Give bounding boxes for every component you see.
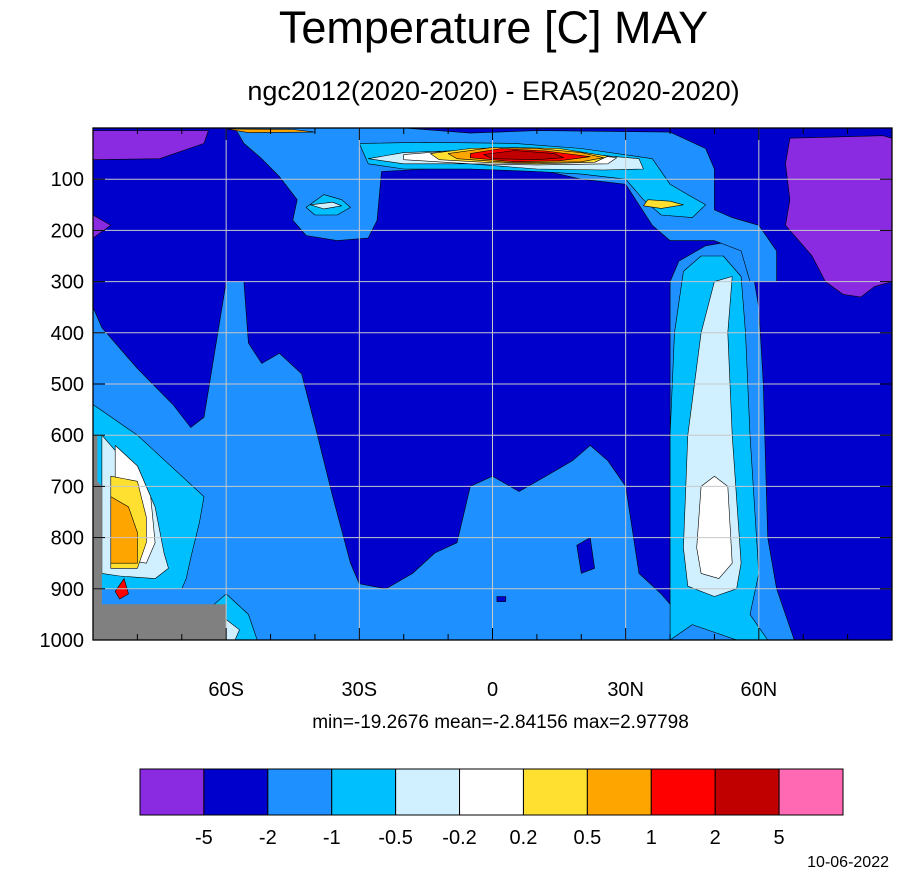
x-tick-label: 60S	[208, 679, 244, 701]
y-tick-label: 500	[51, 374, 84, 396]
y-tick-label: 100	[51, 169, 84, 191]
y-tick-label: 600	[51, 425, 84, 447]
colorbar-box	[459, 768, 524, 816]
colorbar-box	[522, 768, 588, 816]
missing-data-area	[93, 435, 227, 640]
contour-region-1	[93, 130, 209, 160]
x-tick-label: 0	[487, 679, 498, 701]
colorbar-box	[395, 768, 461, 816]
contour-region-17	[696, 475, 733, 579]
x-tick-label: 30S	[342, 679, 378, 701]
date-stamp: 10-06-2022	[807, 854, 889, 871]
y-tick-label: 900	[51, 579, 84, 601]
colorbar-label: 5	[774, 827, 785, 849]
colorbar-box	[714, 768, 780, 816]
contour-region-20	[643, 199, 684, 209]
colorbar-label: -5	[195, 827, 213, 849]
x-tick-label: 30N	[607, 679, 644, 701]
colorbar-box	[650, 768, 716, 816]
colorbar-label: 0.5	[573, 827, 601, 849]
colorbar-label: -0.5	[378, 827, 412, 849]
chart-subtitle: ngc2012(2020-2020) - ERA5(2020-2020)	[247, 76, 740, 106]
y-tick-label: 400	[51, 323, 84, 345]
colorbar-label: 2	[710, 827, 721, 849]
colorbar-box	[203, 768, 269, 816]
y-tick-label: 800	[51, 528, 84, 550]
colorbar-label: -1	[323, 827, 341, 849]
chart-title: Temperature [C] MAY	[278, 2, 709, 53]
colorbar-box	[586, 768, 652, 816]
contour-region-3	[785, 135, 892, 298]
contour-region-29	[576, 537, 595, 574]
contour-region-12	[310, 201, 342, 210]
colorbar-label: 0.2	[510, 827, 538, 849]
y-tick-label: 700	[51, 476, 84, 498]
colorbar-box	[139, 768, 205, 816]
colorbar-label: -0.2	[442, 827, 476, 849]
colorbar-box	[778, 768, 844, 816]
colorbar-box	[331, 768, 397, 816]
contour-region-28	[496, 596, 507, 602]
x-tick-label: 60N	[740, 679, 777, 701]
y-tick-label: 300	[51, 272, 84, 294]
y-tick-label: 1000	[40, 630, 85, 652]
axes: 60S 30S 0 30N 60N 100 200 300 400 500 600 700 800 900…	[40, 128, 892, 701]
colorbar-label: 1	[646, 827, 657, 849]
y-tick-label: 200	[51, 220, 84, 242]
stats-line: min=-19.2676 mean=-2.84156 max=2.97798	[312, 712, 689, 733]
colorbar-box	[267, 768, 333, 816]
colorbar-label: -2	[259, 827, 277, 849]
contour-region-21	[110, 496, 138, 564]
gridlines	[93, 128, 892, 641]
contour-region-2	[93, 214, 112, 239]
